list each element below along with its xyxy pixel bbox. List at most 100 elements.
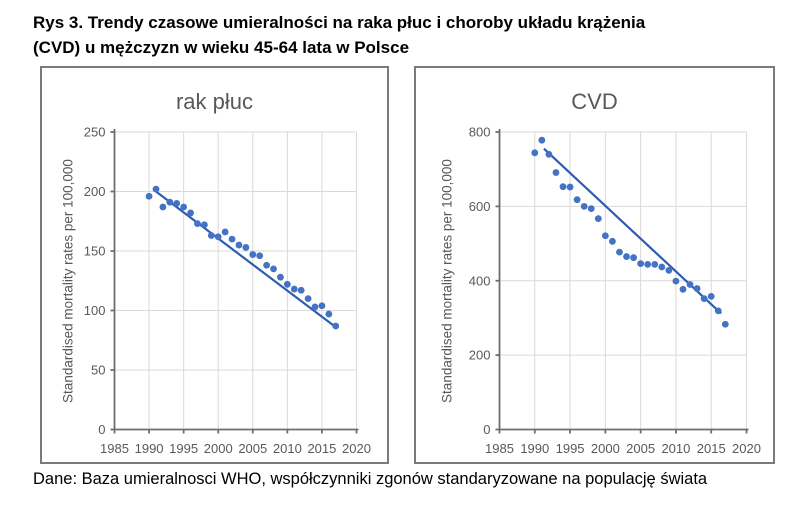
data-point bbox=[249, 251, 257, 258]
data-point bbox=[630, 254, 637, 262]
data-point bbox=[304, 295, 312, 302]
data-point bbox=[693, 285, 701, 292]
data-point bbox=[173, 200, 181, 207]
y-tick-label: 600 bbox=[469, 199, 491, 214]
y-tick-label: 150 bbox=[84, 244, 106, 259]
data-point bbox=[200, 221, 208, 229]
x-tick-label: 2000 bbox=[204, 441, 233, 456]
data-point bbox=[594, 215, 602, 223]
data-point bbox=[707, 292, 715, 300]
y-tick-label: 0 bbox=[98, 422, 105, 437]
data-point bbox=[283, 280, 291, 288]
data-point bbox=[623, 253, 630, 260]
data-point bbox=[180, 203, 188, 211]
data-point bbox=[658, 263, 666, 271]
x-tick-label: 2015 bbox=[307, 441, 336, 456]
y-tick-label: 200 bbox=[469, 348, 491, 363]
cvd-scatter-chart: 1985 1990 1995 2000 2005 2010 2015 2020 0 200 400 6… bbox=[469, 125, 761, 457]
data-point bbox=[159, 203, 167, 211]
data-point bbox=[277, 273, 284, 281]
data-point bbox=[256, 252, 264, 260]
data-point bbox=[559, 183, 567, 191]
data-point bbox=[531, 149, 539, 157]
x-tick-label: 2005 bbox=[626, 441, 655, 456]
lung-cancer-scatter-chart: 1985 1990 1995 2000 2005 2010 2015 2020 0 50 100 15… bbox=[84, 125, 371, 457]
data-point bbox=[672, 277, 680, 285]
data-point bbox=[651, 260, 659, 268]
x-tick-label: 2015 bbox=[697, 441, 726, 456]
x-tick-label: 1985 bbox=[485, 441, 514, 456]
x-tick-label: 2010 bbox=[273, 441, 302, 456]
data-point bbox=[290, 285, 298, 293]
chart-panel-lung-cancer: 1985 1990 1995 2000 2005 2010 2015 2020 0 50 100 15… bbox=[40, 66, 389, 464]
data-point bbox=[207, 232, 215, 239]
data-point bbox=[235, 241, 243, 249]
source-caption: Dane: Baza umieralnosci WHO, współczynni… bbox=[33, 470, 708, 488]
data-point bbox=[573, 196, 581, 204]
data-point bbox=[242, 244, 250, 251]
tick-labels: 1985 1990 1995 2000 2005 2010 2015 2020 0 50 100 15… bbox=[84, 125, 371, 457]
data-point bbox=[609, 237, 616, 245]
data-point bbox=[270, 265, 277, 273]
y-tick-label: 250 bbox=[84, 125, 106, 140]
x-tick-label: 1990 bbox=[520, 441, 549, 456]
data-point bbox=[311, 303, 319, 311]
data-point bbox=[332, 322, 340, 330]
gridlines bbox=[114, 131, 357, 430]
data-point bbox=[644, 260, 652, 268]
data-point bbox=[318, 302, 326, 310]
axes bbox=[495, 129, 749, 434]
data-point bbox=[601, 232, 609, 240]
chart-title-lung-cancer: rak płuc bbox=[175, 89, 254, 114]
data-points bbox=[145, 185, 340, 330]
x-tick-label: 2020 bbox=[732, 441, 761, 456]
y-axis-label-cvd: Standardised mortality rates per 100,000 bbox=[439, 159, 455, 403]
trend-line bbox=[155, 190, 337, 329]
y-tick-label: 800 bbox=[469, 125, 491, 140]
data-point bbox=[325, 310, 333, 318]
data-point bbox=[721, 320, 729, 328]
data-point bbox=[566, 183, 574, 191]
data-point bbox=[166, 198, 174, 206]
data-point bbox=[587, 205, 595, 213]
data-point bbox=[686, 281, 694, 288]
x-tick-label: 2020 bbox=[342, 441, 371, 456]
data-point bbox=[616, 248, 623, 256]
figure-title-line1: Rys 3. Trendy czasowe umieralności na ra… bbox=[33, 13, 646, 32]
data-point bbox=[679, 285, 687, 293]
y-tick-label: 0 bbox=[483, 422, 490, 437]
data-point bbox=[545, 150, 553, 158]
data-point bbox=[714, 307, 722, 315]
y-axis-label-lung-cancer: Standardised mortality rates per 100,000 bbox=[60, 159, 76, 403]
x-tick-label: 2000 bbox=[591, 441, 620, 456]
data-point bbox=[665, 266, 673, 274]
data-point bbox=[263, 261, 271, 269]
axes bbox=[110, 129, 359, 434]
data-point bbox=[221, 228, 229, 236]
data-point bbox=[214, 233, 222, 241]
data-point bbox=[580, 202, 588, 210]
data-point bbox=[187, 209, 194, 217]
data-point bbox=[297, 286, 305, 294]
y-tick-label: 50 bbox=[91, 363, 105, 378]
data-point bbox=[152, 185, 160, 193]
data-point bbox=[145, 192, 153, 200]
x-tick-label: 1990 bbox=[135, 441, 164, 456]
data-point bbox=[194, 220, 201, 228]
data-points bbox=[531, 136, 729, 328]
x-tick-label: 2005 bbox=[238, 441, 267, 456]
data-point bbox=[700, 295, 708, 302]
chart-title-cvd: CVD bbox=[571, 89, 618, 114]
y-tick-label: 100 bbox=[84, 303, 106, 318]
gridlines bbox=[499, 131, 747, 430]
x-tick-label: 2010 bbox=[661, 441, 690, 456]
figure-title-line2: (CVD) u mężczyzn w wieku 45-64 lata w Po… bbox=[33, 38, 410, 57]
x-tick-label: 1995 bbox=[169, 441, 198, 456]
data-point bbox=[552, 169, 560, 176]
data-point bbox=[228, 235, 236, 243]
tick-labels: 1985 1990 1995 2000 2005 2010 2015 2020 0 200 400 6… bbox=[469, 125, 761, 457]
figure-title: Rys 3. Trendy czasowe umieralności na ra… bbox=[33, 10, 645, 60]
y-tick-label: 200 bbox=[84, 184, 106, 199]
chart-panel-cvd: 1985 1990 1995 2000 2005 2010 2015 2020 0 200 400 6… bbox=[414, 66, 775, 464]
